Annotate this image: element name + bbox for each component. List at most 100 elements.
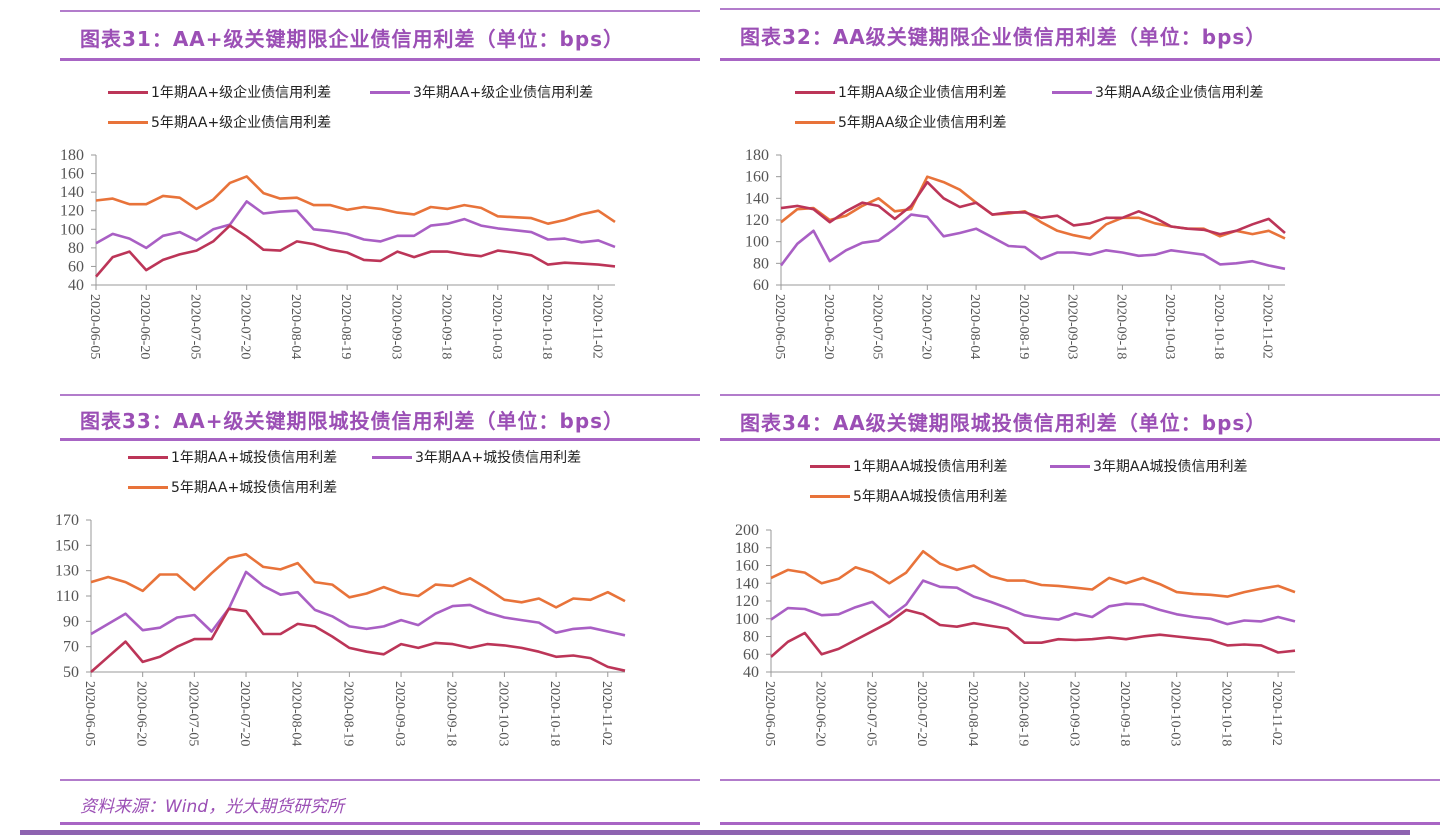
- x-tick-label: 2020-07-20: [914, 681, 929, 746]
- x-tick-label: 2020-11-02: [589, 294, 604, 359]
- y-tick-label: 160: [60, 166, 84, 183]
- x-tick-label: 2020-09-18: [1113, 294, 1128, 359]
- legend-label: 3年期AA+级企业债信用利差: [413, 85, 594, 101]
- divider: [720, 822, 1440, 825]
- divider: [720, 394, 1440, 396]
- x-tick-label: 2020-08-19: [1016, 294, 1031, 359]
- x-tick-label: 2020-10-03: [1162, 294, 1177, 359]
- divider: [60, 438, 700, 441]
- series-line-5y: [770, 549, 1296, 598]
- y-tick-label: 60: [68, 258, 84, 275]
- legend-item: 1年期AA+级企业债信用利差: [108, 82, 331, 102]
- y-tick-label: 170: [55, 512, 79, 529]
- x-tick-label: 2020-10-03: [489, 294, 504, 359]
- y-tick-label: 60: [753, 277, 769, 294]
- chart-title-34: 图表34：AA级关键期限城投债信用利差（单位：bps）: [740, 411, 1267, 435]
- y-tick-label: 120: [60, 203, 84, 220]
- legend-label: 5年期AA城投债信用利差: [853, 489, 1008, 505]
- x-tick-label: 2020-07-20: [918, 294, 933, 359]
- legend-label: 5年期AA+级企业债信用利差: [151, 115, 332, 131]
- y-tick-label: 160: [745, 169, 769, 186]
- x-tick-label: 2020-09-03: [392, 681, 407, 746]
- y-tick-label: 150: [55, 537, 79, 554]
- legend-swatch: [1050, 464, 1090, 468]
- legend-item: 3年期AA+级企业债信用利差: [370, 82, 593, 102]
- legend-label: 3年期AA级企业债信用利差: [1095, 85, 1264, 101]
- x-tick-label: 2020-10-18: [1218, 681, 1233, 746]
- legend-item: 5年期AA城投债信用利差: [810, 486, 1007, 506]
- y-tick-label: 160: [735, 558, 759, 575]
- y-tick-label: 70: [63, 639, 79, 656]
- legend-label: 5年期AA级企业债信用利差: [838, 115, 1007, 131]
- footer-bar: [20, 830, 1410, 835]
- x-tick-label: 2020-06-20: [137, 294, 152, 359]
- source-note: 资料来源：Wind，光大期货研究所: [80, 797, 345, 817]
- legend-swatch: [810, 494, 850, 498]
- x-tick-label: 2020-07-05: [187, 294, 202, 359]
- x-tick-label: 2020-06-05: [82, 681, 97, 746]
- x-tick-label: 2020-07-05: [185, 681, 200, 746]
- y-tick-label: 140: [60, 184, 84, 201]
- x-tick-label: 2020-07-20: [238, 294, 253, 359]
- chart-title-33: 图表33：AA+级关键期限城投债信用利差（单位：bps）: [80, 409, 625, 433]
- x-tick-label: 2020-08-19: [1016, 681, 1031, 746]
- x-tick-label: 2020-06-05: [772, 294, 787, 359]
- divider: [720, 8, 1440, 10]
- y-tick-label: 120: [745, 212, 769, 229]
- y-tick-label: 100: [735, 611, 759, 628]
- legend-swatch: [370, 90, 410, 94]
- chart-title-32: 图表32：AA级关键期限企业债信用利差（单位：bps）: [740, 25, 1267, 49]
- series-line-1y: [770, 608, 1296, 658]
- x-tick-label: 2020-11-02: [599, 681, 614, 746]
- x-tick-label: 2020-08-04: [288, 294, 303, 359]
- x-tick-label: 2020-09-18: [439, 294, 454, 359]
- series-line-3y: [779, 213, 1286, 271]
- y-tick-label: 130: [55, 563, 79, 580]
- series-line-3y: [95, 200, 616, 250]
- x-tick-label: 2020-06-05: [87, 294, 102, 359]
- y-tick-label: 90: [63, 613, 79, 630]
- legend-label: 1年期AA+级企业债信用利差: [151, 85, 332, 101]
- x-tick-label: 2020-06-20: [134, 681, 149, 746]
- divider: [60, 822, 700, 825]
- legend-item: 1年期AA+城投债信用利差: [128, 447, 337, 467]
- y-tick-label: 60: [743, 646, 759, 663]
- x-tick-label: 2020-08-04: [289, 681, 304, 746]
- legend-item: 1年期AA城投债信用利差: [810, 456, 1007, 476]
- y-tick-label: 140: [745, 190, 769, 207]
- x-tick-label: 2020-06-20: [813, 681, 828, 746]
- legend-item: 3年期AA+城投债信用利差: [372, 447, 581, 467]
- x-tick-label: 2020-07-05: [863, 681, 878, 746]
- series-line-3y: [90, 570, 626, 637]
- y-tick-label: 180: [745, 147, 769, 164]
- legend-label: 1年期AA+城投债信用利差: [171, 450, 338, 466]
- x-tick-label: 2020-10-03: [1168, 681, 1183, 746]
- legend-item: 5年期AA+级企业债信用利差: [108, 112, 331, 132]
- x-tick-label: 2020-08-19: [340, 681, 355, 746]
- divider: [720, 438, 1440, 441]
- legend-swatch: [795, 90, 835, 94]
- x-tick-label: 2020-06-05: [762, 681, 777, 746]
- legend-swatch: [128, 485, 168, 489]
- x-tick-label: 2020-10-18: [547, 681, 562, 746]
- x-tick-label: 2020-11-02: [1269, 681, 1284, 746]
- x-tick-label: 2020-06-20: [821, 294, 836, 359]
- x-tick-label: 2020-08-04: [965, 681, 980, 746]
- series-line-5y: [90, 552, 626, 609]
- legend-label: 1年期AA级企业债信用利差: [838, 85, 1007, 101]
- legend-swatch: [108, 120, 148, 124]
- y-tick-label: 180: [60, 147, 84, 164]
- y-tick-label: 200: [735, 522, 759, 539]
- x-tick-label: 2020-09-03: [1066, 681, 1081, 746]
- legend-swatch: [108, 90, 148, 94]
- legend-item: 3年期AA城投债信用利差: [1050, 456, 1247, 476]
- x-tick-label: 2020-08-19: [338, 294, 353, 359]
- x-tick-label: 2020-09-18: [1117, 681, 1132, 746]
- x-tick-label: 2020-10-18: [539, 294, 554, 359]
- y-tick-label: 50: [63, 664, 79, 681]
- divider: [60, 779, 700, 781]
- legend-item: 1年期AA级企业债信用利差: [795, 82, 1006, 102]
- legend-swatch: [372, 455, 412, 459]
- x-tick-label: 2020-09-03: [388, 294, 403, 359]
- legend-swatch: [1052, 90, 1092, 94]
